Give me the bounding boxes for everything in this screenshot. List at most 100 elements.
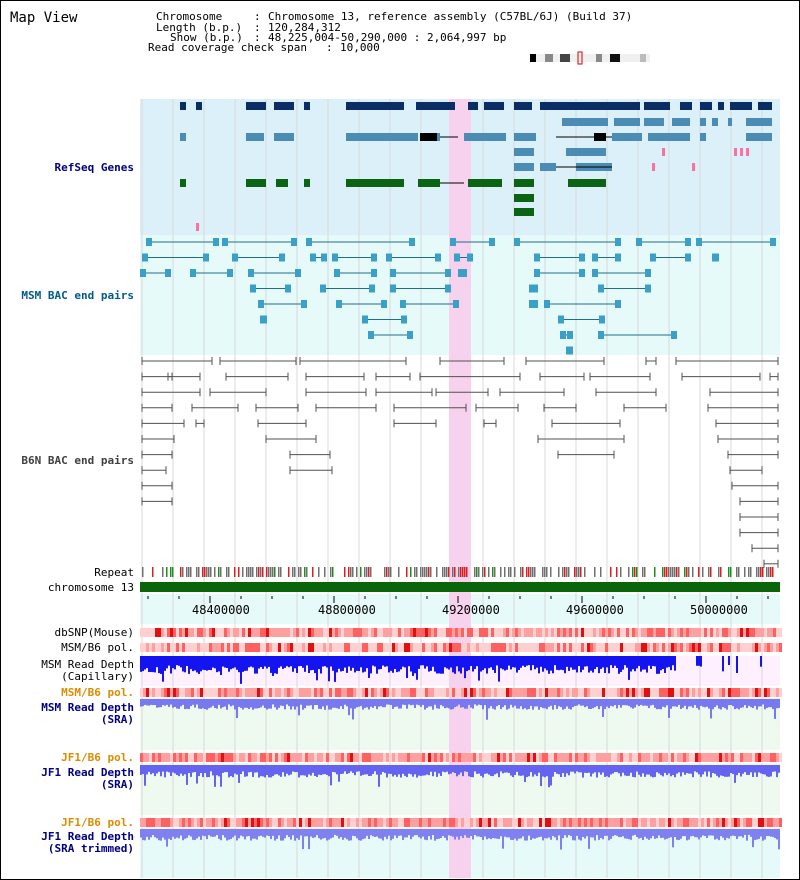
jf1-sra-depth-bar [556, 765, 558, 774]
b6n-bac-label[interactable]: B6N BAC end pairs [21, 454, 134, 467]
msm-b6-pol-cell [362, 643, 365, 652]
msm-b6-pol-cell [149, 643, 152, 652]
jf1-b6-pol-trim-cell [698, 818, 701, 827]
refseq-label[interactable]: RefSeq Genes [54, 161, 134, 174]
jf1-trim-depth-bar [226, 829, 228, 841]
jf1-sra-depth-bar [660, 765, 662, 776]
jf1-b6-pol-trim-cell [302, 818, 305, 827]
msm-b6-pol-sra-cell [632, 688, 635, 697]
msm-b6-pol-sra-cell [563, 688, 566, 697]
msm-b6-pol-cell [710, 643, 713, 652]
msm-b6-pol-sra-cell [296, 688, 299, 697]
jf1-trim-depth-bar [506, 829, 508, 838]
jf1-trim-depth-bar [418, 829, 420, 838]
msm-b6-pol-sra-cell [539, 688, 542, 697]
jf1-b6-pol-trim-cell [506, 818, 509, 827]
msm-b6-pol-cell [365, 643, 368, 652]
jf1-trim-depth-bar [256, 829, 258, 840]
msm-capillary-depth-bar [260, 656, 262, 668]
jf1-b6-pol-cell [152, 753, 155, 762]
msm-sra-depth-bar [378, 699, 380, 707]
jf1-b6-pol-trim-cell [443, 818, 446, 827]
jf1-sra-depth-bar [744, 765, 746, 773]
msm-b6-pol-sra-cell [263, 688, 266, 697]
jf1-sra-depth-bar [762, 765, 764, 775]
msm-b6-pol-cell [188, 643, 191, 652]
jf1-sra-depth-bar [568, 765, 570, 776]
jf1-sra-depth-bar [596, 765, 598, 778]
dbsnp-cell [722, 628, 725, 637]
msm-b6-pol-sra-cell [461, 688, 464, 697]
msm-b6-pol-cell [410, 643, 413, 652]
msm-bac-end [407, 331, 413, 339]
dbsnp-cell [380, 628, 383, 637]
gene-exon [514, 148, 534, 156]
jf1-b6-pol-cell [749, 753, 752, 762]
msm-sra-depth-bar [568, 699, 570, 709]
msm-bac-end [369, 284, 375, 293]
msm-capillary-depth-bar [622, 656, 624, 670]
msm-b6-pol-sra-cell [221, 688, 224, 697]
jf1-sra-depth-bar [392, 765, 394, 777]
jf1-b6-pol-trim-cell [734, 818, 737, 827]
jf1-b6-pol-cell [341, 753, 344, 762]
msm-b6-pol-sra-cell [416, 688, 419, 697]
msm-b6-pol-cell [599, 643, 602, 652]
msm-sra-depth-bar [498, 699, 500, 705]
msm-sra-depth-bar [434, 699, 436, 705]
jf1-sra-depth-bar [640, 765, 642, 777]
jf1-b6-pol-cell [662, 753, 665, 762]
jf1-b6-pol-cell [755, 753, 758, 762]
msm-b6-pol-cell [239, 643, 242, 652]
msm-b6-pol-sra-cell [362, 688, 365, 697]
jf1-b6-pol-trim-cell [419, 818, 422, 827]
msm-b6-pol-cell [554, 643, 557, 652]
msm-b6-pol-cell [353, 643, 356, 652]
repeat-element [172, 567, 174, 577]
jf1-trim-depth-bar [554, 829, 556, 838]
msm-b6-pol-cell [245, 643, 248, 652]
jf1-trim-depth-bar [274, 829, 276, 841]
jf1-sra-depth-bar [524, 765, 526, 783]
msm-b6-pol-cell [659, 643, 662, 652]
dbsnp-cell [542, 628, 545, 637]
msm-b6-pol-cell [257, 643, 260, 652]
jf1-sra-depth-bar [680, 765, 682, 777]
jf1-sra-depth-bar [446, 765, 448, 772]
repeat-element [736, 567, 738, 577]
jf1-b6-pol-cell [743, 753, 746, 762]
dbsnp-cell [308, 628, 311, 637]
jf1-sra-depth-bar [430, 765, 432, 772]
msm-bac-label[interactable]: MSM BAC end pairs [21, 289, 134, 302]
jf1-b6-pol-trim-cell [290, 818, 293, 827]
msm-bac-end [529, 300, 535, 308]
jf1-b6-pol-cell [575, 753, 578, 762]
msm-sra-depth-bar [252, 699, 254, 710]
jf1-sra-depth-bar [214, 765, 216, 787]
msm-sra-depth-bar [356, 699, 358, 708]
jf1-b6-pol-cell [752, 753, 755, 762]
msm-capillary-depth-bar [508, 656, 510, 666]
msm-sra-depth-bar [382, 699, 384, 708]
jf1-sra-depth-bar [272, 765, 274, 777]
jf1-sra-depth-bar [276, 765, 278, 775]
dbsnp-cell [458, 628, 461, 637]
jf1-sra-depth-bar [764, 765, 766, 775]
jf1-sra-depth-bar [628, 765, 630, 776]
dbsnp-cell [611, 628, 614, 637]
repeat-element [218, 567, 220, 577]
msm-capillary-depth-bar [390, 656, 392, 671]
msm-b6-pol-cell [341, 643, 344, 652]
jf1-sra-depth-bar [638, 765, 640, 775]
msm-sra-depth-bar [560, 699, 562, 708]
msm-sra-depth-bar [584, 699, 586, 708]
jf1-b6-pol-trim-cell [146, 818, 149, 827]
msm-b6-pol-sra-cell [317, 688, 320, 697]
msm-sra-depth-bar [184, 699, 186, 710]
gene-exon [562, 118, 608, 126]
repeat-element [256, 567, 258, 577]
repeat-element [332, 567, 334, 577]
msm-sra-depth-bar [392, 699, 394, 709]
dbsnp-cell [494, 628, 497, 637]
